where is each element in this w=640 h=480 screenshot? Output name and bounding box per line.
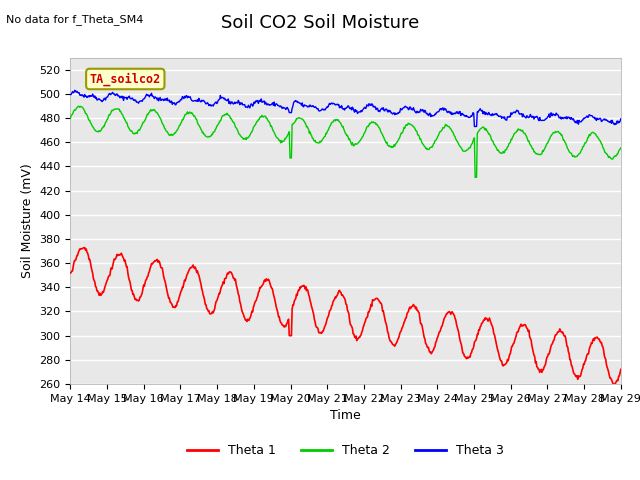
Text: TA_soilco2: TA_soilco2 xyxy=(90,72,161,86)
Legend: Theta 1, Theta 2, Theta 3: Theta 1, Theta 2, Theta 3 xyxy=(182,439,509,462)
X-axis label: Time: Time xyxy=(330,409,361,422)
Text: No data for f_Theta_SM4: No data for f_Theta_SM4 xyxy=(6,14,144,25)
Y-axis label: Soil Moisture (mV): Soil Moisture (mV) xyxy=(21,163,34,278)
Text: Soil CO2 Soil Moisture: Soil CO2 Soil Moisture xyxy=(221,14,419,33)
